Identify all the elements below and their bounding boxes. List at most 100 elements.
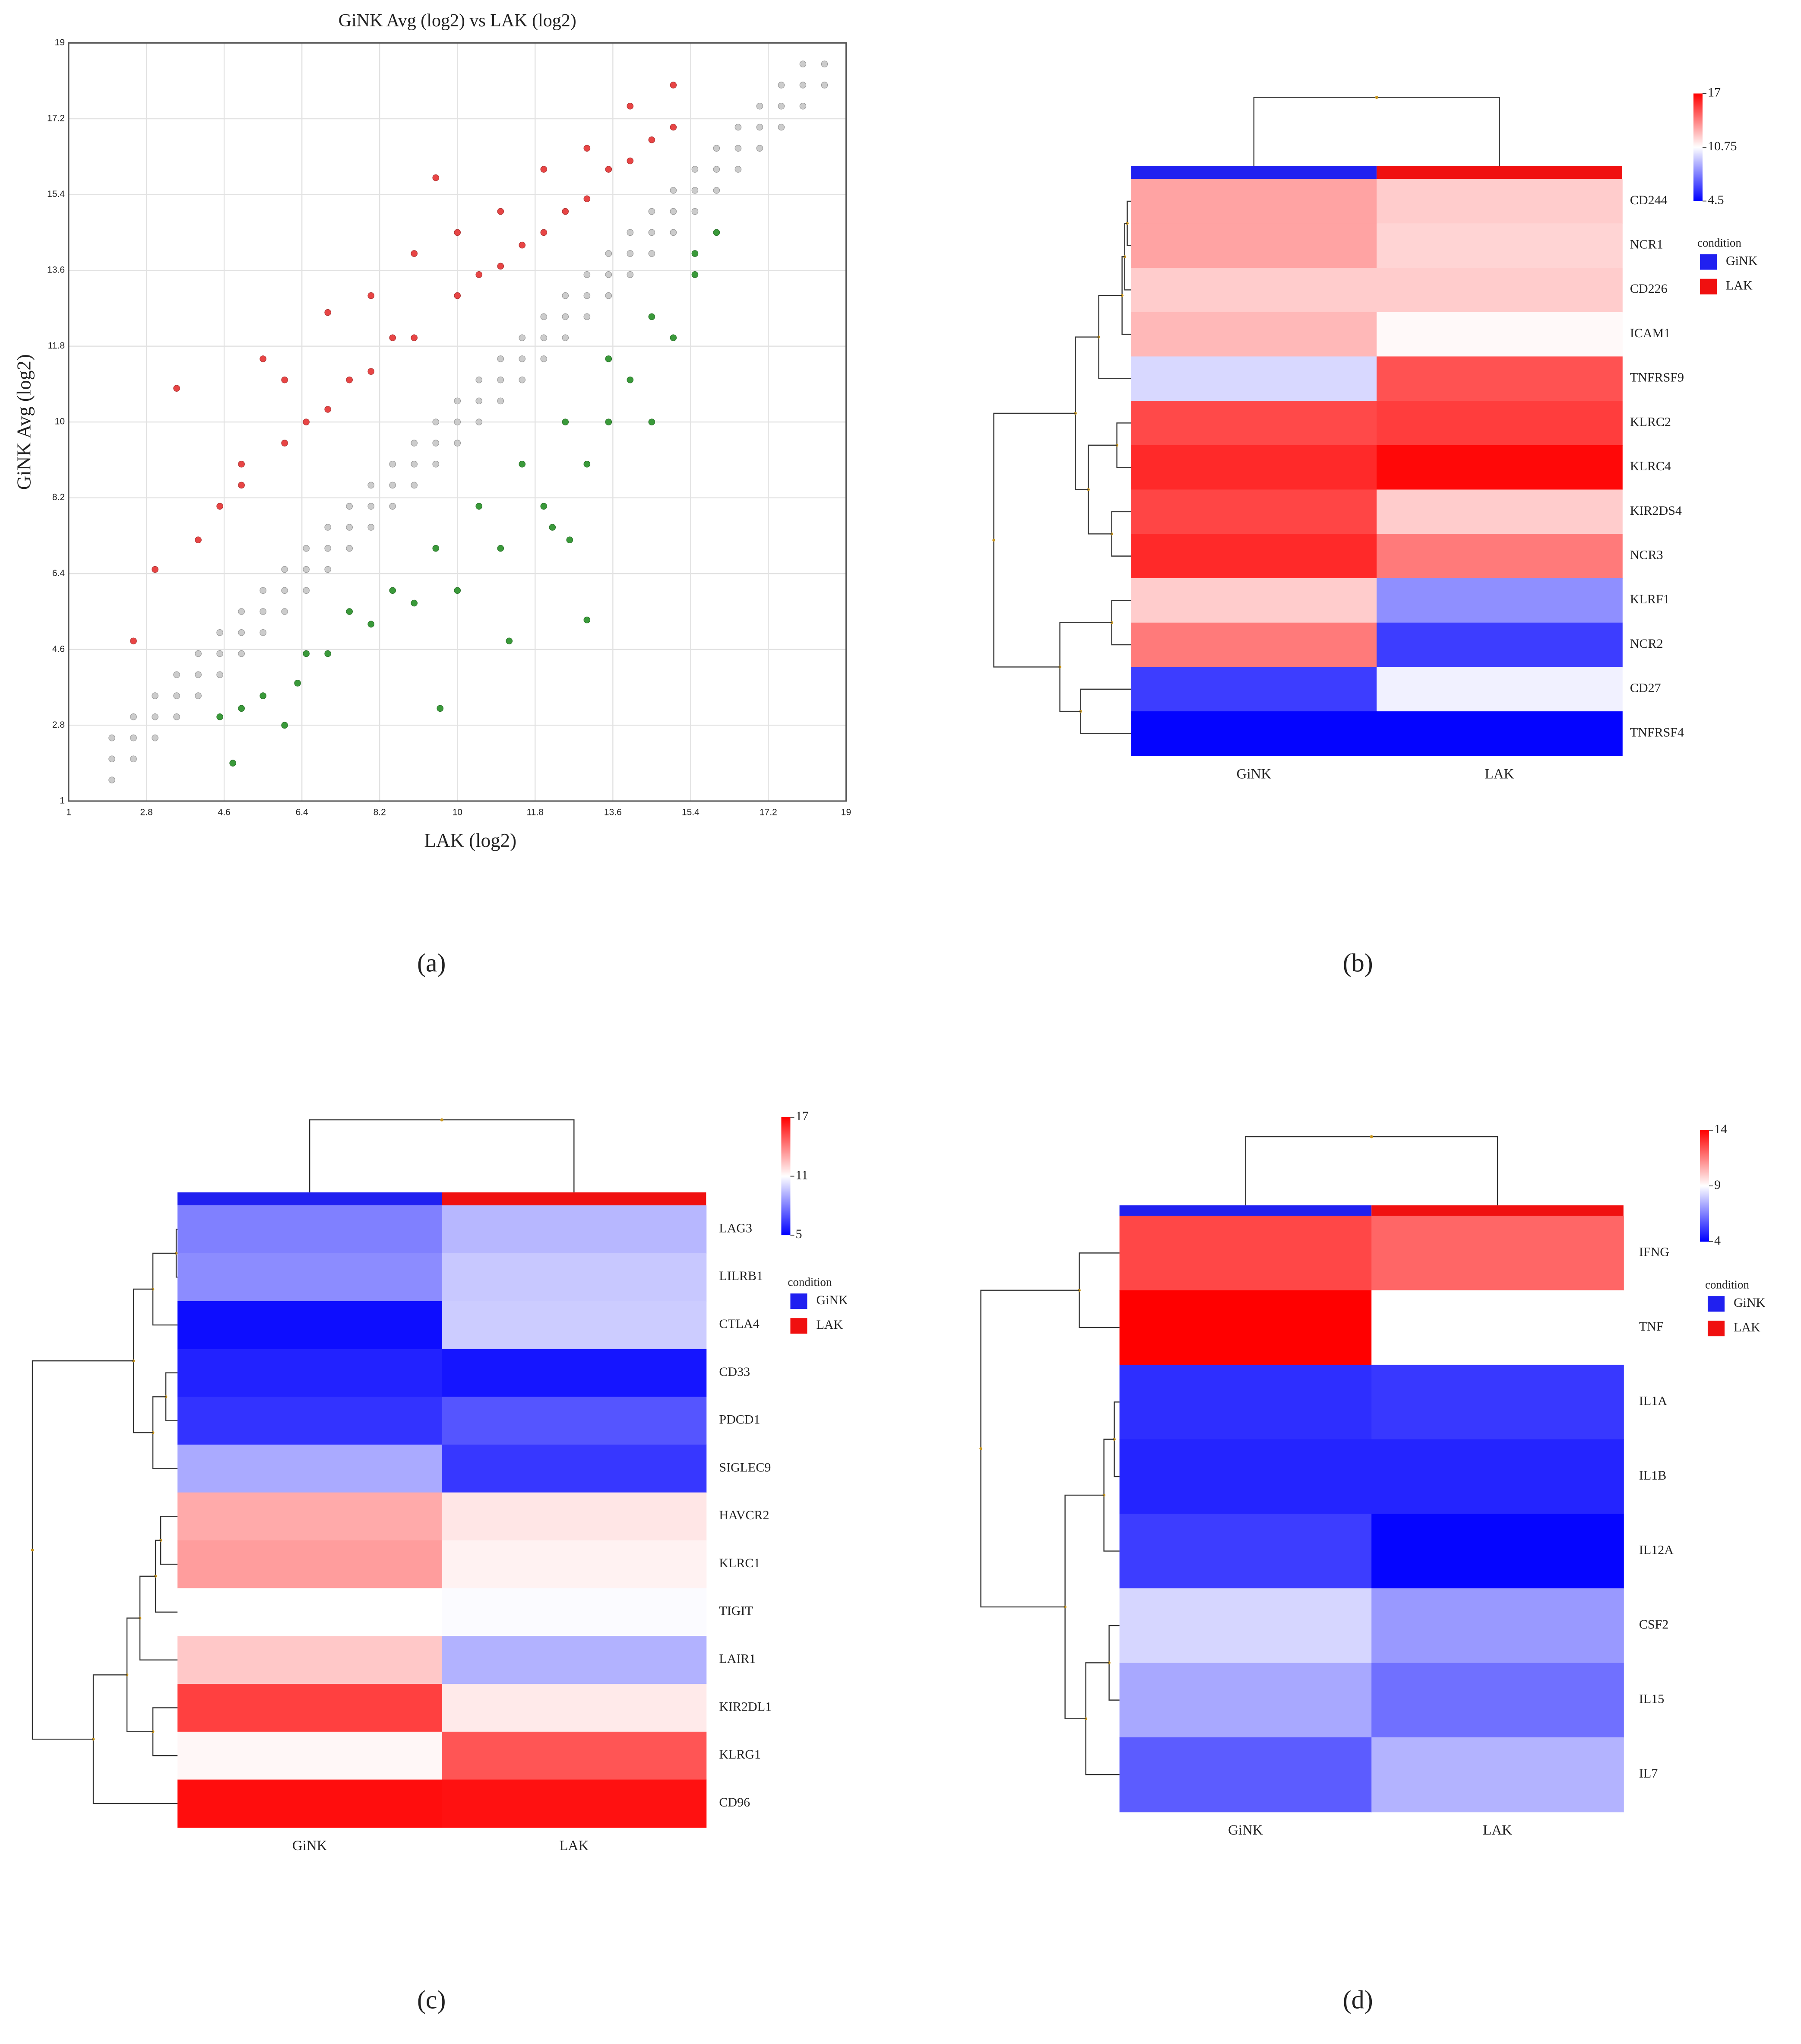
row-label: IL15 [1639, 1692, 1664, 1706]
point [605, 418, 612, 425]
color-bar-label: 4.5 [1708, 193, 1724, 207]
point [756, 145, 763, 152]
heatmap-cell [1131, 711, 1377, 756]
condition-bar [1119, 1205, 1372, 1216]
row-label: KLRG1 [719, 1747, 761, 1762]
row-dendrogram [133, 1288, 153, 1433]
point [195, 650, 202, 657]
dendrogram-node [1087, 488, 1090, 491]
point [324, 309, 331, 316]
y-tick-label: 2.8 [52, 720, 65, 730]
heatmap-cell [1371, 1439, 1624, 1515]
heatmap-cell [1131, 667, 1377, 712]
point [294, 680, 301, 687]
color-bar [1693, 93, 1703, 201]
point [454, 418, 461, 425]
point [627, 102, 634, 110]
row-label: KLRC1 [719, 1556, 760, 1570]
point [734, 145, 742, 152]
row-dendrogram [152, 1396, 178, 1469]
heatmap-cell [177, 1492, 443, 1541]
dendrogram-node [1108, 1661, 1111, 1664]
color-bar [1700, 1130, 1709, 1242]
heatmap-cell [177, 1253, 443, 1302]
row-label: KIR2DS4 [1630, 504, 1682, 518]
dendrogram-node [1115, 444, 1118, 447]
dendrogram-node [440, 1118, 443, 1122]
point [195, 692, 202, 699]
point [475, 271, 483, 278]
point [432, 174, 440, 181]
row-label: IL1A [1639, 1394, 1667, 1408]
row-dendrogram [1079, 1252, 1120, 1328]
row-dendrogram [92, 1674, 178, 1804]
point [691, 250, 699, 257]
y-tick-label: 4.6 [52, 644, 65, 654]
point [670, 187, 677, 194]
point [475, 418, 483, 425]
heatmap-cell [442, 1731, 707, 1780]
point [821, 60, 828, 68]
column-label: GiNK [1237, 766, 1272, 782]
legend-swatch [790, 1293, 807, 1309]
y-tick-label: 10 [55, 417, 65, 427]
heatmap-cell [442, 1397, 707, 1445]
point [583, 616, 591, 624]
point [454, 292, 461, 299]
point [411, 250, 418, 257]
point [432, 418, 440, 425]
panel-label: (b) [1343, 949, 1373, 977]
point [648, 208, 655, 215]
point [605, 166, 612, 173]
color-bar-label: 5 [795, 1227, 802, 1241]
heatmap-cell [1119, 1588, 1372, 1664]
row-label: CD33 [719, 1365, 750, 1379]
point [389, 482, 396, 489]
row-label: HAVCR2 [719, 1508, 769, 1522]
point [454, 587, 461, 594]
heatmap-cell [1119, 1514, 1372, 1589]
y-tick-label: 15.4 [47, 189, 65, 199]
x-tick-label: 4.6 [218, 807, 231, 817]
point [432, 545, 440, 552]
point [691, 271, 699, 278]
heatmap-cell [1131, 356, 1377, 402]
color-bar-label: 11 [795, 1168, 808, 1182]
point [238, 650, 245, 657]
point [238, 629, 245, 636]
point [519, 376, 526, 383]
x-axis-label: LAK (log2) [424, 830, 516, 851]
point [497, 263, 504, 270]
point [173, 692, 180, 699]
point [540, 355, 548, 362]
point [583, 460, 591, 468]
heatmap-cell [1377, 578, 1623, 623]
heatmap-panel: CD244 NCR1 CD226 ICAM1 TNFRSF9 KLRC2 KLRC4 KIR2… [992, 85, 1758, 782]
x-tick-label: 13.6 [604, 807, 622, 817]
point [130, 755, 137, 763]
heatmap-cell [1377, 356, 1623, 402]
point [670, 82, 677, 89]
row-label: KIR2DL1 [719, 1699, 772, 1714]
row-label: NCR2 [1630, 637, 1663, 651]
color-bar-label: 10.75 [1708, 139, 1737, 153]
color-bar-label: 14 [1714, 1122, 1727, 1136]
point [566, 536, 573, 544]
point [497, 397, 504, 405]
point [454, 229, 461, 236]
row-dendrogram [160, 1516, 178, 1565]
heatmap-cell [1131, 223, 1377, 268]
point [130, 734, 137, 742]
point [238, 460, 245, 468]
heatmap-cell [177, 1779, 443, 1828]
legend-swatch [1700, 279, 1717, 295]
point [713, 229, 720, 236]
heatmap-cell [177, 1540, 443, 1589]
row-dendrogram [1088, 444, 1117, 535]
heatmap-cell [1377, 267, 1623, 313]
heatmap-cell [177, 1445, 443, 1493]
heatmap-cell [1119, 1663, 1372, 1738]
point [281, 608, 288, 615]
point [605, 271, 612, 278]
heatmap-panel: LAG3 LILRB1 CTLA4 CD33 PDCD1 SIGLEC9 HAVCR2 KLR… [31, 1109, 848, 1854]
